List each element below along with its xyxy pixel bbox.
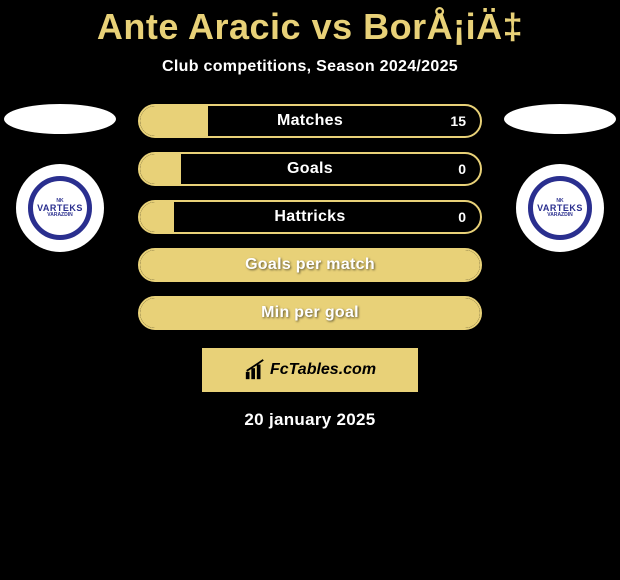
left-player-column: NK VARTEKS VARAZDIN	[0, 104, 120, 252]
right-club-logo: NK VARTEKS VARAZDIN	[516, 164, 604, 252]
left-club-logo: NK VARTEKS VARAZDIN	[16, 164, 104, 252]
stat-row-min-per-goal: Min per goal	[138, 296, 482, 330]
brand-text: FcTables.com	[270, 361, 376, 379]
stat-label: Min per goal	[261, 304, 359, 322]
stat-label: Hattricks	[274, 208, 345, 226]
stat-row-hattricks: Hattricks 0	[138, 200, 482, 234]
comparison-body: NK VARTEKS VARAZDIN Matches 15 Goals 0	[0, 104, 620, 330]
club-badge-icon: NK VARTEKS VARAZDIN	[28, 176, 92, 240]
subtitle: Club competitions, Season 2024/2025	[162, 58, 458, 76]
club-name-bot: VARAZDIN	[47, 213, 72, 218]
left-player-avatar	[4, 104, 116, 134]
stat-right-value: 15	[450, 113, 466, 129]
right-player-avatar	[504, 104, 616, 134]
stat-label: Goals	[287, 160, 333, 178]
stat-right-value: 0	[458, 161, 466, 177]
stat-fill	[140, 106, 208, 136]
stat-row-goals: Goals 0	[138, 152, 482, 186]
stats-list: Matches 15 Goals 0 Hattricks 0 Goals per…	[120, 104, 500, 330]
stat-label: Matches	[277, 112, 343, 130]
stat-label: Goals per match	[245, 256, 375, 274]
right-player-column: NK VARTEKS VARAZDIN	[500, 104, 620, 252]
chart-icon	[244, 359, 266, 381]
brand-logo: FcTables.com	[244, 359, 376, 381]
stat-fill	[140, 154, 181, 184]
club-name-bot: VARAZDIN	[547, 213, 572, 218]
comparison-card: Ante Aracic vs BorÅ¡iÄ‡ Club competition…	[0, 0, 620, 430]
stat-fill	[140, 202, 174, 232]
page-title: Ante Aracic vs BorÅ¡iÄ‡	[97, 6, 523, 48]
club-badge-icon: NK VARTEKS VARAZDIN	[528, 176, 592, 240]
stat-row-matches: Matches 15	[138, 104, 482, 138]
footer-brand-badge[interactable]: FcTables.com	[202, 348, 418, 392]
stat-right-value: 0	[458, 209, 466, 225]
stat-row-goals-per-match: Goals per match	[138, 248, 482, 282]
snapshot-date: 20 january 2025	[244, 410, 375, 430]
